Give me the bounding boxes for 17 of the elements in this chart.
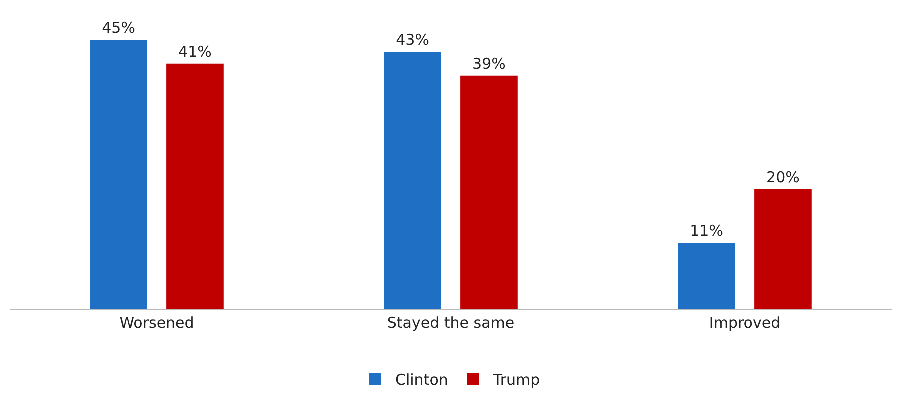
x-tick-label: Stayed the same	[387, 314, 515, 332]
bar	[460, 76, 518, 309]
legend-label: Trump	[492, 370, 540, 389]
data-label: 39%	[472, 54, 506, 73]
bar	[678, 243, 736, 309]
legend-label: Clinton	[396, 370, 448, 389]
x-tick-label: Improved	[709, 314, 781, 332]
data-label: 43%	[396, 30, 430, 49]
data-label: 41%	[178, 42, 212, 61]
data-label: 45%	[102, 19, 136, 37]
data-label: 11%	[690, 222, 724, 240]
bar	[90, 40, 148, 309]
x-tick-label: Worsened	[120, 314, 194, 332]
data-label: 20%	[766, 168, 800, 186]
bar	[384, 52, 442, 309]
bar	[166, 64, 224, 309]
bar	[754, 189, 812, 309]
